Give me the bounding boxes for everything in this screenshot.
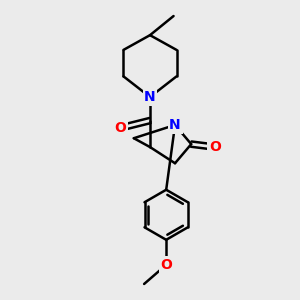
Text: O: O [209,140,221,154]
Text: O: O [160,258,172,272]
Text: O: O [115,121,127,135]
Text: N: N [144,90,156,104]
Text: N: N [169,118,181,132]
